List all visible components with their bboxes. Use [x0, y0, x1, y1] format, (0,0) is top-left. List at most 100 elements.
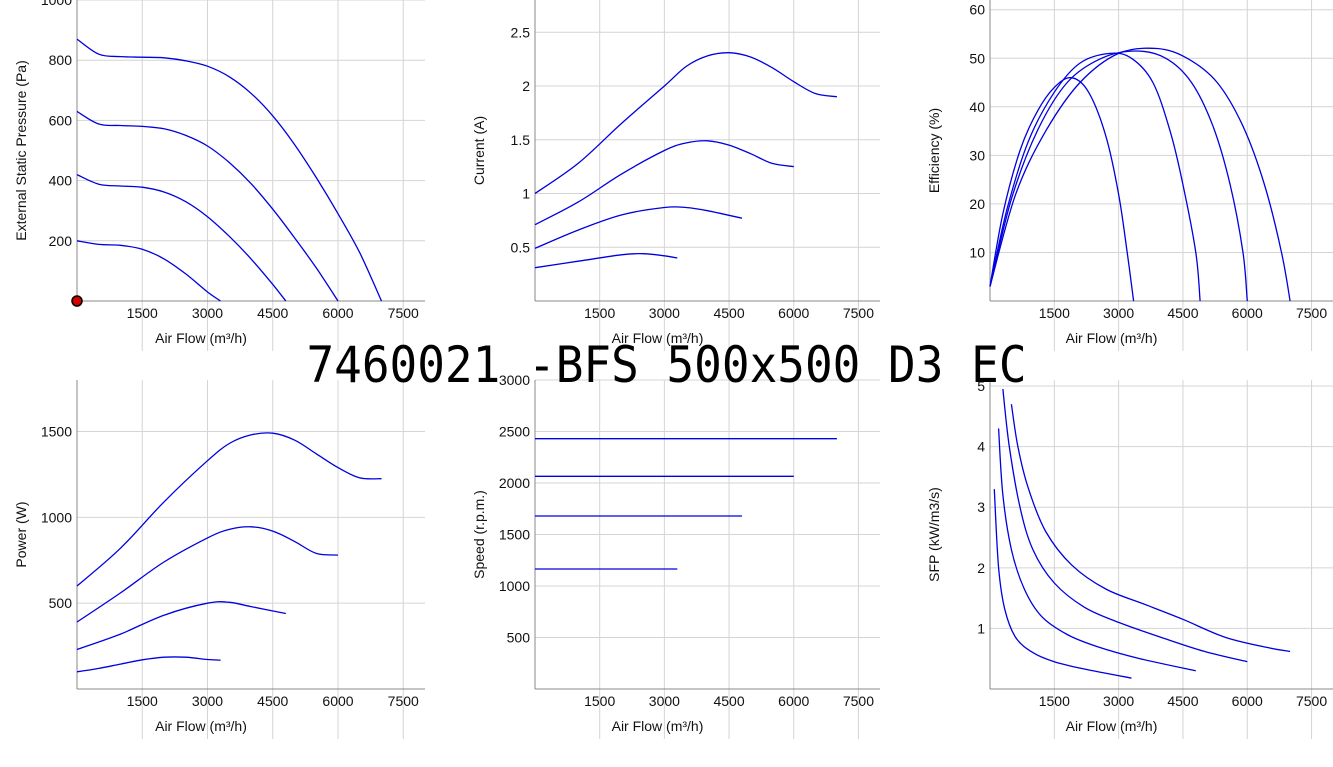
series-line-2 [76, 601, 286, 651]
y-tick-label: 1000 [41, 0, 72, 8]
y-tick-label: 1500 [499, 527, 530, 543]
series-line-4 [534, 52, 838, 195]
series-line-2 [989, 52, 1201, 302]
series-line-3 [76, 526, 339, 623]
y-axis-label: Power (W) [13, 501, 29, 567]
series-line-2 [997, 428, 1196, 672]
series-line-3 [534, 140, 794, 226]
chart-sfp: 1500 3000 4500 6000 7500 1 2 3 4 5 Air Flow (m³/h)… [926, 378, 1333, 739]
series-line-1 [534, 252, 678, 269]
x-tick-label: 4500 [257, 305, 288, 321]
x-tick-label: 3000 [192, 693, 223, 709]
x-tick-label: 7500 [1296, 305, 1327, 321]
series-line-4 [1010, 404, 1291, 653]
series-line-1 [993, 489, 1132, 679]
y-tick-label: 1 [977, 620, 985, 636]
x-tick-label: 1500 [584, 693, 615, 709]
y-tick-label: 500 [507, 630, 531, 646]
y-tick-label: 3000 [499, 372, 530, 388]
x-tick-label: 1500 [584, 305, 615, 321]
x-tick-label: 1500 [127, 305, 158, 321]
chart-speed: 1500 3000 4500 6000 7500 500 1000 1500 2000 2500 3… [471, 372, 880, 739]
x-tick-label: 6000 [322, 305, 353, 321]
series-line-2 [76, 174, 287, 302]
x-tick-label: 3000 [649, 305, 680, 321]
x-tick-label: 7500 [388, 693, 419, 709]
series-line-2 [534, 206, 743, 249]
series-line-1 [76, 656, 221, 673]
y-tick-label: 4 [977, 439, 985, 455]
y-tick-label: 1.5 [511, 132, 531, 148]
y-tick-label: 200 [49, 233, 73, 249]
y-tick-label: 1 [522, 186, 530, 202]
x-tick-label: 3000 [1103, 693, 1134, 709]
x-tick-label: 3000 [649, 693, 680, 709]
y-axis-label: External Static Pressure (Pa) [13, 60, 29, 241]
series-line-4 [76, 432, 382, 587]
chart-current: 1500 3000 4500 6000 7500 0.5 1 1.5 2 2.5 Air Flow … [471, 0, 880, 351]
y-tick-label: 2.5 [511, 24, 531, 40]
y-tick-label: 2 [522, 78, 530, 94]
x-axis-label: Air Flow (m³/h) [155, 718, 247, 734]
y-tick-label: 10 [969, 244, 985, 260]
x-tick-label: 6000 [1232, 305, 1263, 321]
x-tick-label: 1500 [127, 693, 158, 709]
y-tick-label: 50 [969, 50, 985, 66]
series-line-4 [989, 47, 1291, 302]
x-tick-label: 4500 [713, 305, 744, 321]
y-tick-label: 3 [977, 499, 985, 515]
y-tick-label: 2 [977, 560, 985, 576]
x-tick-label: 6000 [322, 693, 353, 709]
x-axis-label: Air Flow (m³/h) [612, 718, 704, 734]
chart-power: 1500 3000 4500 6000 7500 500 1000 1500 Air Flow … [13, 380, 425, 739]
x-tick-label: 6000 [778, 305, 809, 321]
operating-point-marker [71, 295, 83, 307]
y-axis-label: SFP (kW/m3/s) [926, 487, 942, 582]
x-tick-label: 4500 [1167, 693, 1198, 709]
y-tick-label: 30 [969, 147, 985, 163]
x-tick-label: 4500 [257, 693, 288, 709]
chart-pressure: 1500 3000 4500 6000 7500 200 400 600 800 1000 Air … [13, 0, 425, 351]
series-line-3 [989, 50, 1248, 302]
x-tick-label: 4500 [1167, 305, 1198, 321]
y-tick-label: 0.5 [511, 239, 531, 255]
y-tick-label: 60 [969, 2, 985, 18]
y-axis-label: Speed (r.p.m.) [471, 490, 487, 579]
chart-efficiency: 1500 3000 4500 6000 7500 10 20 30 40 50 60 Air Flow… [926, 0, 1333, 351]
x-tick-label: 3000 [192, 305, 223, 321]
x-axis-label: Air Flow (m³/h) [612, 330, 704, 346]
series-line-1 [989, 77, 1135, 302]
y-tick-label: 500 [49, 595, 73, 611]
y-tick-label: 5 [977, 378, 985, 394]
x-axis-label: Air Flow (m³/h) [1066, 718, 1158, 734]
y-tick-label: 400 [49, 173, 73, 189]
x-axis-label: Air Flow (m³/h) [1066, 330, 1158, 346]
y-tick-label: 1000 [41, 509, 72, 525]
x-tick-label: 7500 [843, 305, 874, 321]
x-tick-label: 1500 [1039, 305, 1070, 321]
y-tick-label: 40 [969, 99, 985, 115]
x-tick-label: 6000 [1232, 693, 1263, 709]
x-tick-label: 4500 [713, 693, 744, 709]
y-tick-label: 2000 [499, 475, 530, 491]
series-line-3 [76, 110, 339, 302]
x-tick-label: 6000 [778, 693, 809, 709]
x-tick-label: 7500 [843, 693, 874, 709]
x-axis-label: Air Flow (m³/h) [155, 330, 247, 346]
series-line-3 [1002, 389, 1248, 663]
y-tick-label: 800 [49, 52, 73, 68]
y-tick-label: 600 [49, 112, 73, 128]
x-tick-label: 1500 [1039, 693, 1070, 709]
x-tick-label: 7500 [1296, 693, 1327, 709]
x-tick-label: 7500 [388, 305, 419, 321]
y-axis-label: Efficiency (%) [926, 108, 942, 193]
y-axis-label: Current (A) [471, 116, 487, 185]
x-tick-label: 3000 [1103, 305, 1134, 321]
y-tick-label: 20 [969, 196, 985, 212]
y-tick-label: 2500 [499, 424, 530, 440]
series-line-4 [76, 38, 383, 302]
series-line-1 [76, 240, 221, 302]
y-tick-label: 1000 [499, 578, 530, 594]
y-tick-label: 1500 [41, 424, 72, 440]
